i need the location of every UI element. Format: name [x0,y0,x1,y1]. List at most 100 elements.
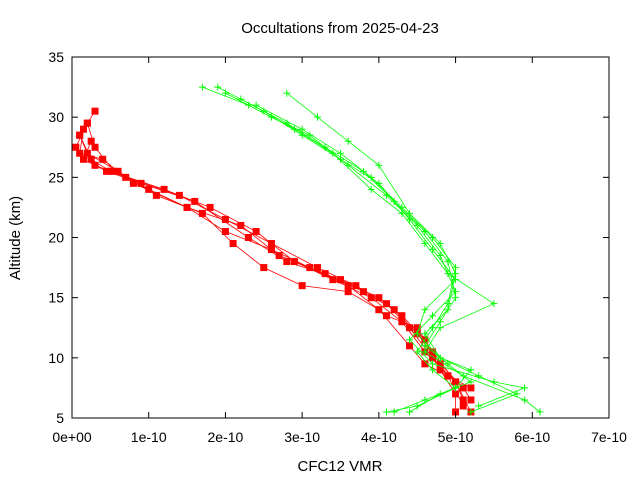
series-1-point [237,221,245,229]
series-2-point [413,221,421,229]
series-1-point [198,209,206,217]
series-2-point [429,312,437,320]
series-1-point [421,360,429,368]
series-2-point [398,203,406,211]
series-2-point [421,342,429,350]
series-2-point [490,300,498,308]
series-1-profile-line [75,123,464,407]
series-1-profile-line [86,123,464,401]
series-2-point [321,143,329,151]
series-2-point [214,83,222,91]
series-2-profile-line [240,98,472,413]
series-1-point [444,372,452,380]
series-2-point [536,408,544,416]
series-1-point [183,203,191,211]
series-1-point [398,312,406,320]
x-tick-label: 6e-10 [514,429,550,445]
series-1-point [110,167,118,175]
y-tick-label: 15 [48,290,64,306]
series-1-point [221,227,229,235]
series-1-point [375,294,383,302]
series-2-point [283,89,291,97]
series-2-point [221,89,229,97]
series-1-profile-line [79,129,472,401]
series-2-point [390,408,398,416]
series-1-point [313,264,321,272]
series-2-point [298,125,306,133]
series-1-point [72,143,80,151]
series-1-point [260,264,268,272]
x-axis-title: CFC12 VMR [297,458,382,475]
series-2-point [444,300,452,308]
series-1-point [229,240,237,248]
series-1-point [76,149,84,157]
series-1-point [298,282,306,290]
series-1-point [87,155,95,163]
series-2-point [467,366,475,374]
series-1-point [459,396,467,404]
y-axis-title: Altitude (km) [7,196,24,280]
series-1-point [99,155,107,163]
chart-title: Occultations from 2025-04-23 [241,20,439,37]
series-1-point [413,324,421,332]
series-1-point [406,342,414,350]
series-2-point [421,240,429,248]
series-1-point [191,197,199,205]
series-1-point [467,384,475,392]
series-2-point [344,161,352,169]
x-tick-label: 0e+00 [52,429,92,445]
series-2-point [452,270,460,278]
series-1-point [244,234,252,241]
series-1-point [80,155,88,163]
series-2-point [452,294,460,302]
series-1-point [352,282,360,290]
series-1-point [76,131,84,139]
series-1-point [452,408,460,416]
x-tick-label: 3e-10 [284,429,320,445]
series-2-point [406,209,414,217]
series-2-profile-line [255,104,457,413]
series-2-point [452,264,460,272]
series-1-point [459,402,467,410]
series-1-point [406,324,414,332]
series-2-point [313,113,321,121]
series-1-point [283,258,291,266]
series-2-point [429,246,437,254]
series-1-point [152,191,160,199]
series-1-point [344,288,352,296]
series-1-point [267,246,275,254]
series-1-point [344,282,352,290]
series-2-point [521,384,529,392]
series-2-point [444,306,452,314]
series-1-profile-line [79,110,472,413]
series-1-point [91,107,99,115]
series-2-point [375,161,383,169]
series-2-point [467,408,475,416]
x-tick-label: 7e-10 [591,429,627,445]
series-2-point [421,227,429,235]
series-1-point [436,366,444,374]
series-2-point [436,240,444,248]
series-2-point [467,378,475,386]
series-2-profile-line [202,86,541,413]
series-1-point [175,191,183,199]
series-1-point [459,384,467,392]
series-2-point [390,197,398,205]
series-2-point [383,408,391,416]
series-2-point [421,306,429,314]
axes: 0e+00 1e-10 2e-10 3e-10 4e-10 5e-10 6e-10 7e-10… [48,49,627,445]
series-1-point [87,137,95,145]
y-tick-label: 35 [48,49,64,65]
series-2-point [429,366,437,374]
series-1-point [145,185,153,193]
series-1-point [275,252,283,260]
series-1-point [321,270,329,278]
series-2-point [429,234,437,241]
series-2-point [521,396,529,404]
series-2-point [436,354,444,362]
series-2-point [198,83,206,91]
series-2-point [475,372,483,380]
plot-area [72,83,544,416]
series-1-point [452,378,460,386]
